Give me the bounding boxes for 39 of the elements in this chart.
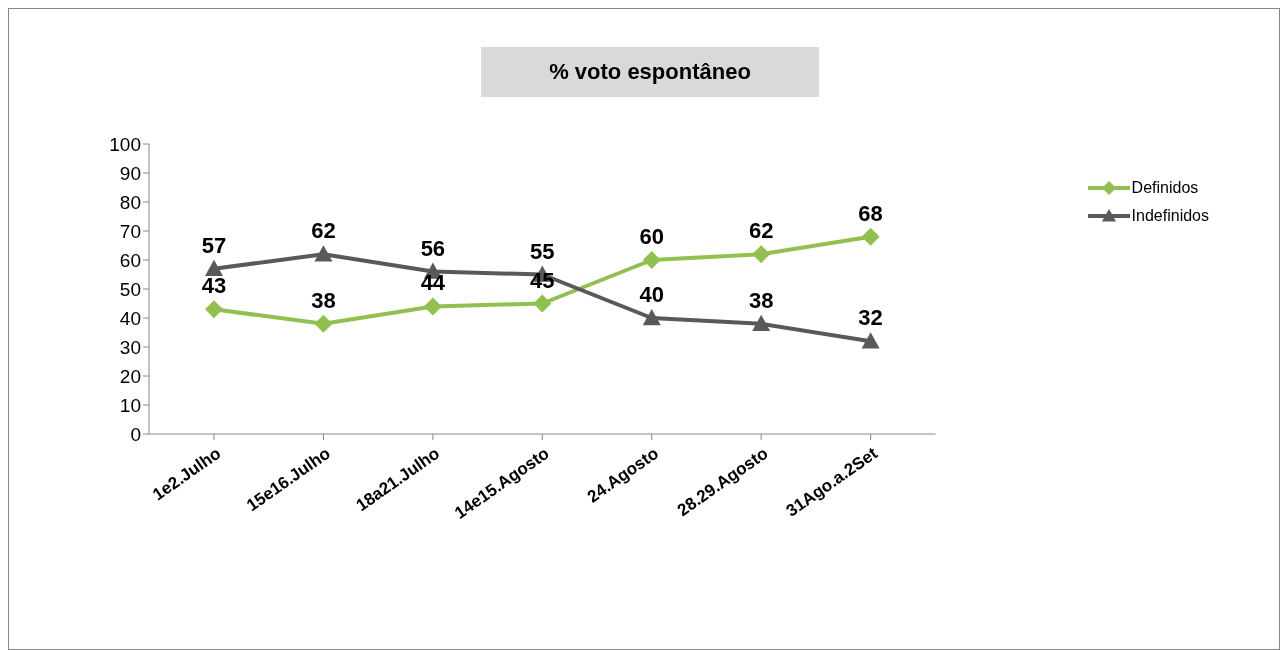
point bbox=[642, 251, 661, 269]
y-tick-label: 20 bbox=[119, 365, 141, 387]
point bbox=[205, 259, 223, 276]
point bbox=[861, 227, 880, 246]
data-label: 55 bbox=[530, 238, 555, 264]
point bbox=[752, 245, 771, 264]
data-label: 62 bbox=[311, 218, 336, 244]
point bbox=[861, 332, 880, 349]
data-label: 68 bbox=[858, 200, 883, 226]
point bbox=[205, 300, 223, 319]
point bbox=[423, 297, 442, 316]
data-label: 57 bbox=[201, 232, 227, 258]
data-label: 62 bbox=[748, 218, 774, 244]
y-tick-label: 10 bbox=[119, 394, 141, 416]
y-tick-label: 30 bbox=[119, 336, 141, 358]
legend-label: Definidos bbox=[1131, 179, 1199, 197]
y-tick-label: 50 bbox=[119, 278, 141, 300]
point bbox=[752, 314, 771, 331]
data-label: 32 bbox=[858, 305, 883, 331]
data-label: 43 bbox=[201, 273, 227, 299]
legend-label: Indefinidos bbox=[1131, 207, 1209, 225]
chart-title: % voto espontâneo bbox=[481, 47, 819, 97]
data-label: 56 bbox=[420, 235, 446, 261]
data-label: 44 bbox=[420, 270, 446, 296]
data-label: 60 bbox=[639, 224, 664, 249]
point bbox=[642, 309, 661, 326]
y-tick-label: 100 bbox=[109, 133, 141, 155]
point bbox=[314, 245, 333, 262]
point bbox=[314, 314, 333, 333]
data-label: 40 bbox=[639, 282, 664, 307]
y-tick-label: 70 bbox=[119, 220, 141, 242]
y-tick-label: 90 bbox=[119, 162, 141, 184]
y-tick-label: 0 bbox=[130, 423, 141, 445]
point bbox=[533, 294, 552, 313]
y-tick-label: 80 bbox=[119, 191, 141, 213]
data-label: 38 bbox=[748, 287, 774, 313]
data-label: 38 bbox=[311, 287, 336, 313]
y-tick-label: 40 bbox=[119, 307, 141, 329]
y-tick-label: 60 bbox=[119, 249, 141, 271]
